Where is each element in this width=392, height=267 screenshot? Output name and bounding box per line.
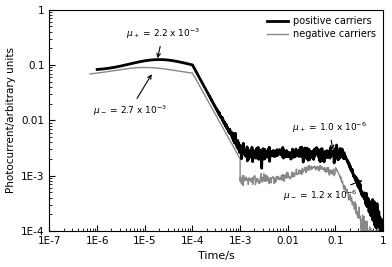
positive carriers <box>303 146 307 150</box>
positive carriers <box>157 58 162 61</box>
negative carriers <box>108 70 113 73</box>
Legend: positive carriers, negative carriers: positive carriers, negative carriers <box>265 14 378 41</box>
negative carriers <box>280 177 285 180</box>
Text: $\mu_+$ = 2.2 x 10$^{-3}$: $\mu_+$ = 2.2 x 10$^{-3}$ <box>126 26 200 57</box>
Text: $\mu_-$ = 2.7 x 10$^{-3}$: $\mu_-$ = 2.7 x 10$^{-3}$ <box>93 75 167 118</box>
Text: $\mu_-$ = 1.2 x 10$^{-6}$: $\mu_-$ = 1.2 x 10$^{-6}$ <box>283 180 361 203</box>
Line: negative carriers: negative carriers <box>90 68 383 231</box>
X-axis label: Time/s: Time/s <box>198 252 235 261</box>
negative carriers <box>317 166 322 169</box>
Text: $\mu_+$ = 1.0 x 10$^{-6}$: $\mu_+$ = 1.0 x 10$^{-6}$ <box>292 120 367 149</box>
positive carriers <box>224 124 229 127</box>
positive carriers <box>215 110 220 113</box>
positive carriers <box>335 152 339 156</box>
positive carriers <box>381 229 385 233</box>
negative carriers <box>263 180 267 183</box>
negative carriers <box>346 192 350 195</box>
Line: positive carriers: positive carriers <box>97 60 383 231</box>
positive carriers <box>127 62 132 66</box>
positive carriers <box>95 68 100 71</box>
negative carriers <box>88 72 93 76</box>
positive carriers <box>341 155 346 158</box>
negative carriers <box>271 175 276 179</box>
negative carriers <box>142 66 147 69</box>
positive carriers <box>378 229 383 233</box>
negative carriers <box>381 229 385 233</box>
negative carriers <box>359 229 364 233</box>
Y-axis label: Photocurrent/arbitrary units: Photocurrent/arbitrary units <box>5 47 16 193</box>
